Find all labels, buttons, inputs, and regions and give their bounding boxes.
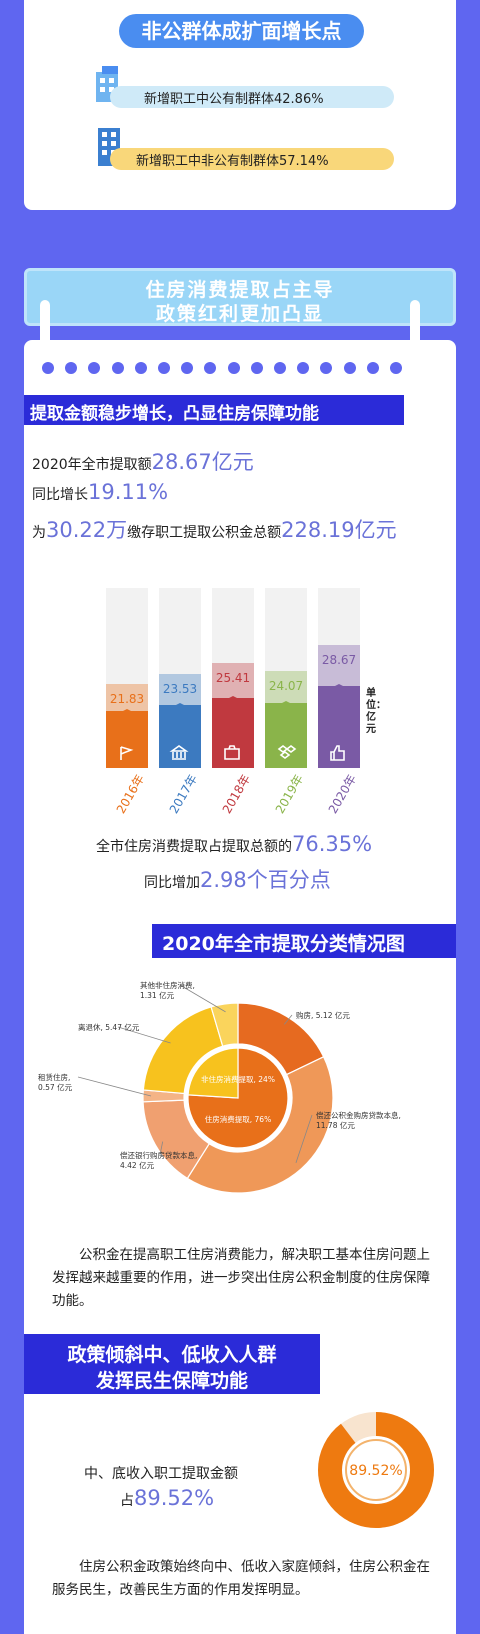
decor-dot — [297, 362, 310, 374]
decor-dot — [390, 362, 402, 374]
pie-inner-label: 住房消费提取, 76% — [205, 1114, 271, 1124]
decor-dot — [181, 362, 194, 374]
pie-outer-label: 1.31 亿元 — [140, 990, 175, 1000]
pie-outer-label: 离退休, 5.47 亿元 — [78, 1022, 140, 1032]
pie-outer-label: 租赁住房, — [38, 1072, 70, 1082]
donut-arc — [318, 1412, 434, 1528]
pie-title-banner: 2020年全市提取分类情况图 — [152, 924, 456, 958]
pie-title: 2020年全市提取分类情况图 — [162, 933, 405, 955]
stat-workers: 为30.22万缴存职工提取公积金总额228.19亿元 — [32, 518, 397, 542]
section4-banner-line2: 发挥民生保障功能 — [95, 1370, 248, 1392]
pie-leader-line — [77, 1076, 152, 1097]
donut-center — [345, 1439, 407, 1501]
section4-banner: 政策倾斜中、低收入人群 发挥民生保障功能 — [24, 1334, 320, 1394]
pie-outer-label: 偿还公积金购房贷款本息, — [316, 1110, 401, 1120]
item-public-text: 新增职工中公有制群体42.86% — [144, 92, 324, 107]
decor-dot — [250, 362, 263, 374]
pie-leader-line — [117, 1026, 171, 1044]
decor-dot — [42, 362, 54, 374]
pie-inner-label: 非住房消费提取, 24% — [201, 1074, 275, 1084]
section1-card: 非公群体成扩面增长点 新增职工中公有制群体42.86% 新增职工中非公有制群体5… — [24, 0, 456, 210]
item-private-pill — [110, 148, 394, 170]
pie-leader-line — [159, 1141, 164, 1156]
decor-dot — [320, 362, 333, 374]
low-income-stat-line2: 占89.52% — [120, 1486, 215, 1510]
pie-leader-line — [283, 1014, 293, 1025]
decor-dot — [111, 362, 124, 374]
decor-dot — [274, 362, 286, 374]
low-income-stat-line1: 中、底收入职工提取金额 — [84, 1466, 238, 1482]
stat-growth: 同比增长19.11% — [32, 480, 169, 504]
pie-outer-slice — [210, 1002, 239, 1047]
decor-dot — [158, 362, 170, 374]
decor-dot — [204, 362, 217, 374]
item-public-pill — [110, 86, 394, 108]
withdraw-subtitle-banner: 提取金额稳步增长，凸显住房保障功能 — [24, 395, 404, 425]
low-income-donut: 89.52% — [318, 1412, 434, 1528]
stat-ratio: 全市住房消费提取占提取总额的76.35% — [96, 832, 373, 856]
section1-title: 非公群体成扩面增长点 — [119, 14, 364, 48]
pie-outer-label: 11.78 亿元 — [316, 1120, 355, 1130]
pie-outer-slice — [186, 1055, 334, 1194]
pie-leader-line — [295, 1114, 313, 1164]
stat-ratio-change: 同比增加2.98个百分点 — [144, 868, 331, 892]
decor-dot — [88, 362, 101, 374]
banner-clip-left — [40, 300, 50, 352]
pie-outer-label: 0.57 亿元 — [38, 1082, 73, 1092]
decor-dot — [134, 362, 147, 374]
section4-banner-line1: 政策倾斜中、低收入人群 — [67, 1344, 277, 1366]
pie-outer-label: 其他非住房消费, — [140, 980, 195, 990]
pie-outer-label: 偿还银行购房贷款本息, — [120, 1150, 197, 1160]
pie-leader-line — [179, 984, 226, 1013]
pie-outer-label: 购房, 5.12 亿元 — [296, 1010, 350, 1020]
pie-inner-slice — [187, 1047, 239, 1099]
decor-dot — [227, 362, 240, 374]
section2-banner: 住房消费提取占主导 政策红利更加凸显 — [24, 268, 456, 326]
donut-value-label: 89.52% — [349, 1463, 402, 1479]
banner-clip-right — [410, 300, 420, 352]
section2-banner-line2: 政策红利更加凸显 — [155, 303, 324, 325]
decor-dot — [343, 362, 356, 374]
section2-banner-line1: 住房消费提取占主导 — [145, 279, 335, 301]
section3-paragraph: 公积金在提高职工住房消费能力，解决职工基本住房问题上发挥越来越重要的作用，进一步… — [52, 1247, 430, 1309]
stat-total: 2020年全市提取额28.67亿元 — [32, 450, 254, 474]
withdraw-category-pie: 住房消费提取, 76% 非住房消费提取, 24% 购房, 5.12 亿元偿还公积金购… — [38, 980, 401, 1194]
decor-dot — [65, 362, 78, 374]
decor-dot — [366, 362, 379, 374]
withdraw-subtitle: 提取金额稳步增长，凸显住房保障功能 — [30, 404, 319, 424]
section4-paragraph: 住房公积金政策始终向中、低收入家庭倾斜，住房公积金在服务民生，改善民生方面的作用… — [52, 1559, 430, 1598]
unit-label: 单位：亿元 — [366, 688, 386, 735]
item-private-text: 新增职工中非公有制群体57.14% — [136, 154, 329, 169]
pie-outer-label: 4.42 亿元 — [120, 1160, 155, 1170]
